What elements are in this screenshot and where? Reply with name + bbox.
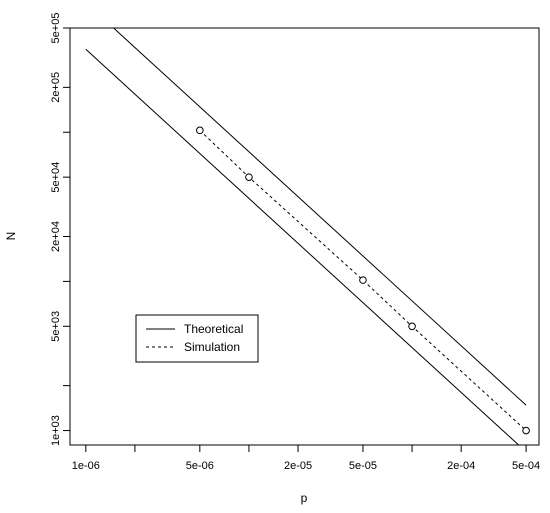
y-tick-label-5: 5e+04 <box>50 162 62 193</box>
y-tick-label-8: 5e+05 <box>50 13 62 44</box>
x-axis: 1e-06 5e-06 2e-05 5e-05 2e-04 5e-04 <box>72 445 540 472</box>
x-axis-title: p <box>301 491 308 505</box>
x-tick-label-7: 2e-04 <box>447 460 475 472</box>
series-0 <box>85 48 520 445</box>
series-2-point-4 <box>522 426 530 435</box>
legend-box <box>135 314 259 363</box>
y-tick-label-0: 1e+03 <box>50 415 62 446</box>
series-2-point-3 <box>408 322 416 331</box>
x-tick-label-4: 2e-05 <box>284 460 312 472</box>
y-axis-title: N <box>4 232 18 241</box>
y-tick-label-7: 2e+05 <box>50 72 62 103</box>
series-layer <box>85 28 530 445</box>
x-tick-label-8: 5e-04 <box>512 460 540 472</box>
x-tick-label-2: 5e-06 <box>186 460 214 472</box>
series-1 <box>112 28 527 406</box>
series-1-line <box>112 28 527 406</box>
legend: Theoretical Simulation <box>135 314 259 363</box>
y-axis: 1e+03 5e+03 2e+04 5e+04 2e+05 5e+05 <box>50 13 70 446</box>
legend-label-theoretical: Theoretical <box>184 322 243 336</box>
x-tick-label-5: 5e-05 <box>349 460 377 472</box>
y-tick-label-4: 2e+04 <box>50 221 62 252</box>
series-2-point-1 <box>245 173 253 181</box>
legend-label-simulation: Simulation <box>184 340 240 354</box>
series-2-point-0 <box>196 126 204 135</box>
x-tick-label-0: 1e-06 <box>72 460 100 472</box>
series-2 <box>196 126 530 435</box>
y-tick-label-2: 5e+03 <box>50 311 62 342</box>
series-0-line <box>85 48 520 445</box>
plot-frame <box>69 27 540 446</box>
series-2-point-2 <box>359 276 367 284</box>
